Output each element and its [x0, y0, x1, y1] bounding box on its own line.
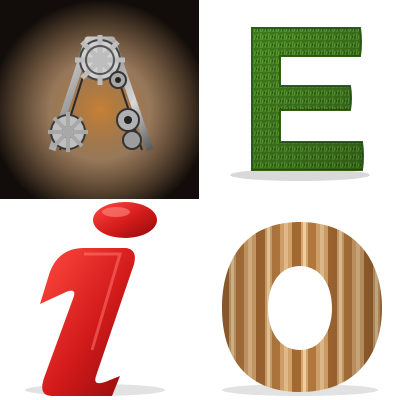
grid-divider-horizontal	[0, 199, 400, 201]
tile-letter-o	[200, 200, 400, 400]
gear-icon	[75, 35, 125, 85]
tile-letter-e	[200, 0, 400, 200]
steampunk-letter-a-image	[0, 0, 200, 200]
red-letter-i-image	[0, 200, 200, 400]
wooden-letter-o-image	[200, 200, 400, 400]
tile-letter-i	[0, 200, 200, 400]
grass-letter-e-image	[200, 0, 400, 200]
tile-letter-a	[0, 0, 200, 200]
